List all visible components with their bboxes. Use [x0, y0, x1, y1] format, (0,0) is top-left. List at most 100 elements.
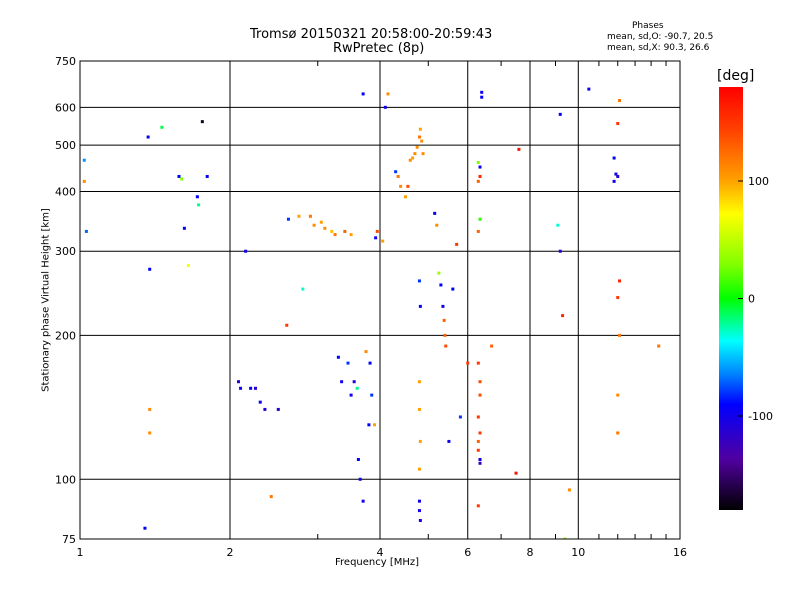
data-point	[478, 461, 482, 465]
data-point	[478, 165, 482, 169]
data-point	[343, 229, 347, 233]
data-point	[370, 393, 374, 397]
x-tick-label: 16	[673, 546, 687, 559]
data-point	[297, 214, 301, 218]
data-point	[418, 304, 422, 308]
data-point	[356, 457, 360, 461]
data-point	[413, 152, 417, 156]
data-point	[616, 174, 620, 178]
data-point	[200, 120, 204, 124]
data-point	[616, 296, 620, 300]
data-point	[239, 386, 243, 390]
chart-subtitle: RwPretec (8p)	[333, 41, 425, 56]
data-point	[561, 314, 565, 318]
data-point	[443, 333, 447, 337]
data-point	[186, 264, 190, 268]
data-point	[308, 214, 312, 218]
data-point	[417, 509, 421, 513]
data-point	[417, 407, 421, 411]
data-point	[180, 177, 184, 181]
data-point	[408, 158, 412, 162]
y-tick-label: 75	[62, 533, 76, 546]
data-point	[323, 226, 327, 230]
data-point	[618, 99, 622, 103]
data-point	[276, 407, 280, 411]
data-point	[367, 423, 371, 427]
data-point	[567, 488, 571, 492]
data-point	[82, 158, 86, 162]
data-point	[269, 495, 273, 499]
data-point	[476, 229, 480, 233]
data-point	[361, 499, 365, 503]
data-point	[435, 223, 439, 227]
data-point	[441, 304, 445, 308]
data-point	[444, 344, 448, 348]
data-point	[478, 393, 482, 397]
info-heading: Phases	[632, 21, 664, 31]
y-axis-label: Stationary phase Virtual Height [km]	[40, 208, 52, 392]
data-point	[355, 386, 359, 390]
data-point	[253, 386, 257, 390]
data-point	[657, 344, 661, 348]
data-point	[195, 195, 199, 199]
data-point	[411, 156, 415, 160]
data-point	[439, 283, 443, 287]
data-point	[182, 226, 186, 230]
data-point	[84, 229, 88, 233]
colorbar-tick-label: 100	[748, 175, 769, 188]
x-tick-label: 8	[527, 546, 534, 559]
data-point	[514, 471, 518, 475]
data-point	[415, 145, 419, 149]
y-tick-label: 500	[55, 139, 76, 152]
data-point	[386, 92, 390, 96]
data-point	[476, 415, 480, 419]
data-point	[476, 361, 480, 365]
data-point	[312, 223, 316, 227]
data-point	[330, 229, 334, 233]
data-point	[614, 172, 618, 176]
data-point	[375, 229, 379, 233]
data-point	[417, 380, 421, 384]
data-point	[618, 333, 622, 337]
data-point	[442, 318, 446, 322]
data-point	[558, 112, 562, 116]
data-point	[352, 380, 356, 384]
data-point	[301, 287, 305, 291]
ticks: 1 2 4 6 8 10 16 75 100 200 300 400 500 600 750 100 0 -100	[55, 55, 773, 559]
data-point	[451, 287, 455, 291]
data-point	[517, 147, 521, 151]
data-point	[480, 90, 484, 94]
data-point	[420, 139, 424, 143]
data-point	[361, 92, 365, 96]
data-point	[374, 236, 378, 240]
data-point	[399, 184, 403, 188]
x-tick-label: 1	[77, 546, 84, 559]
data-point	[197, 203, 201, 207]
data-point	[418, 518, 422, 522]
data-point	[177, 174, 181, 178]
data-point	[143, 526, 147, 530]
chart-title: Tromsø 20150321 20:58:00-20:59:43	[250, 27, 493, 42]
data-point	[148, 267, 152, 271]
data-point	[336, 355, 340, 359]
x-tick-label: 10	[571, 546, 585, 559]
data-point	[421, 152, 425, 156]
data-point	[616, 393, 620, 397]
info-line-x: mean, sd,X: 90.3, 26.6	[607, 43, 710, 53]
x-tick-label: 6	[464, 546, 471, 559]
x-tick-label: 2	[227, 546, 234, 559]
data-point	[490, 344, 494, 348]
data-point	[396, 174, 400, 178]
data-point	[478, 217, 482, 221]
data-point	[205, 174, 209, 178]
data-point	[480, 95, 484, 99]
data-point	[249, 386, 253, 390]
data-point	[458, 415, 462, 419]
colorbar-label: [deg]	[717, 68, 755, 84]
data-point	[286, 217, 290, 221]
colorbar-tick-label: 0	[748, 293, 755, 306]
data-point	[558, 249, 562, 253]
data-point	[616, 122, 620, 126]
data-point	[368, 361, 372, 365]
